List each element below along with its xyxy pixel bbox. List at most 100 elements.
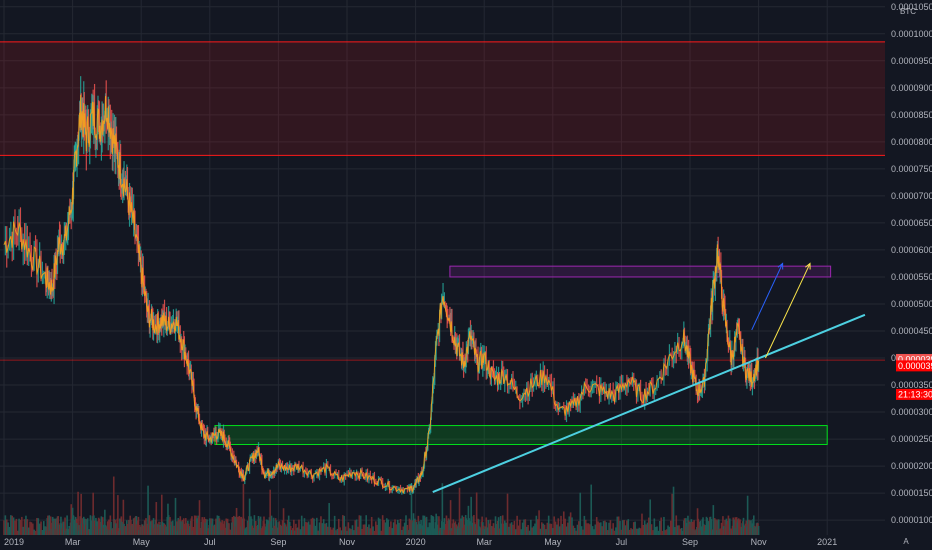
volume-bar <box>520 529 523 535</box>
volume-bar <box>728 518 731 535</box>
volume-bar <box>436 524 439 535</box>
volume-bar <box>697 518 700 535</box>
volume-bar <box>750 520 752 535</box>
x-tick-label: May <box>133 537 151 547</box>
volume-bar <box>108 519 110 535</box>
volume-bar <box>594 524 597 535</box>
volume-bar <box>321 523 324 535</box>
volume-bar <box>147 485 149 535</box>
volume-bar <box>639 528 642 535</box>
volume-bar <box>496 520 499 535</box>
volume-bar <box>289 525 292 535</box>
volume-bar <box>391 528 394 535</box>
volume-bar <box>595 517 598 535</box>
volume-bar <box>617 516 620 535</box>
volume-bar <box>556 524 558 535</box>
volume-bar <box>589 524 591 535</box>
volume-bar <box>667 525 669 535</box>
volume-bar <box>33 529 35 535</box>
volume-bar <box>656 526 658 535</box>
volume-bar <box>408 518 411 535</box>
volume-bar <box>474 524 477 535</box>
volume-bar <box>680 527 683 535</box>
volume-bar <box>715 519 717 535</box>
yellow-arrow[interactable] <box>765 263 811 359</box>
auto-scale-button[interactable]: A <box>903 537 909 546</box>
volume-bar <box>80 493 82 535</box>
volume-bar <box>395 524 398 535</box>
volume-bar <box>16 530 19 535</box>
volume-bar <box>37 518 40 535</box>
volume-bar <box>36 517 38 535</box>
volume-bar <box>539 528 542 535</box>
volume-bar <box>313 518 315 535</box>
volume-bar <box>674 527 676 535</box>
volume-bar <box>492 523 495 535</box>
volume-bar <box>553 516 555 535</box>
drawings[interactable] <box>432 262 866 493</box>
volume-bar <box>86 518 89 535</box>
volume-bar <box>665 529 668 535</box>
volume-bar <box>320 516 322 535</box>
volume-bar <box>351 525 354 535</box>
volume-bar <box>336 528 339 535</box>
volume-bar <box>425 516 428 535</box>
volume-bar <box>612 523 614 535</box>
volume-bar <box>672 486 675 535</box>
volume-bar <box>335 530 337 535</box>
volume-bar <box>505 522 507 535</box>
volume-bar <box>509 523 512 535</box>
volume-bar <box>746 495 749 535</box>
volume-bar <box>354 520 357 535</box>
volume-bar <box>654 526 657 535</box>
volume-bar <box>458 487 461 535</box>
volume-bar <box>620 529 623 535</box>
volume-bar <box>383 519 385 535</box>
volume-bar <box>693 520 695 535</box>
volume-bar <box>653 518 656 535</box>
yellow-arrow-head <box>805 262 811 270</box>
volume-bar <box>248 498 251 535</box>
volume-bar <box>542 523 544 535</box>
volume-bar <box>283 522 286 535</box>
volume-bar <box>488 523 491 535</box>
volume-bar <box>613 530 616 535</box>
volume-bar <box>569 512 572 535</box>
volume-bar <box>325 522 328 535</box>
volume-bar <box>512 524 514 535</box>
zones <box>0 41 885 445</box>
volume-bar <box>4 515 7 535</box>
volume-bar <box>722 516 724 535</box>
volume-bar <box>295 523 297 535</box>
volume-bar <box>41 529 44 535</box>
volume-bar <box>660 517 662 535</box>
volume-bar <box>508 526 510 535</box>
volume-bar <box>615 527 617 535</box>
volume-bar <box>642 524 645 535</box>
blue-arrow[interactable] <box>751 263 784 331</box>
volume-bar <box>558 526 561 535</box>
volume-bar <box>491 526 494 535</box>
volume-bar <box>19 519 22 535</box>
x-tick-label: 2021 <box>817 537 837 547</box>
volume-bar <box>527 525 529 535</box>
volume-bar <box>219 522 222 535</box>
volume-bar <box>10 515 12 535</box>
volume-bar <box>420 520 422 535</box>
support-trendline[interactable] <box>432 313 866 493</box>
x-axis[interactable]: 2019 Mar May Jul Sep Nov 2020 Mar May Jul Sep Nov 20… <box>4 537 837 547</box>
volume-bar <box>234 516 236 535</box>
volume-bar <box>152 518 155 535</box>
volume-bar <box>490 525 493 535</box>
volume-bar <box>390 521 392 535</box>
volume-bar <box>223 521 226 535</box>
volume-bar <box>606 530 609 535</box>
volume-bar <box>578 521 580 535</box>
volume-bar <box>402 526 405 535</box>
volume-bar <box>403 522 406 535</box>
